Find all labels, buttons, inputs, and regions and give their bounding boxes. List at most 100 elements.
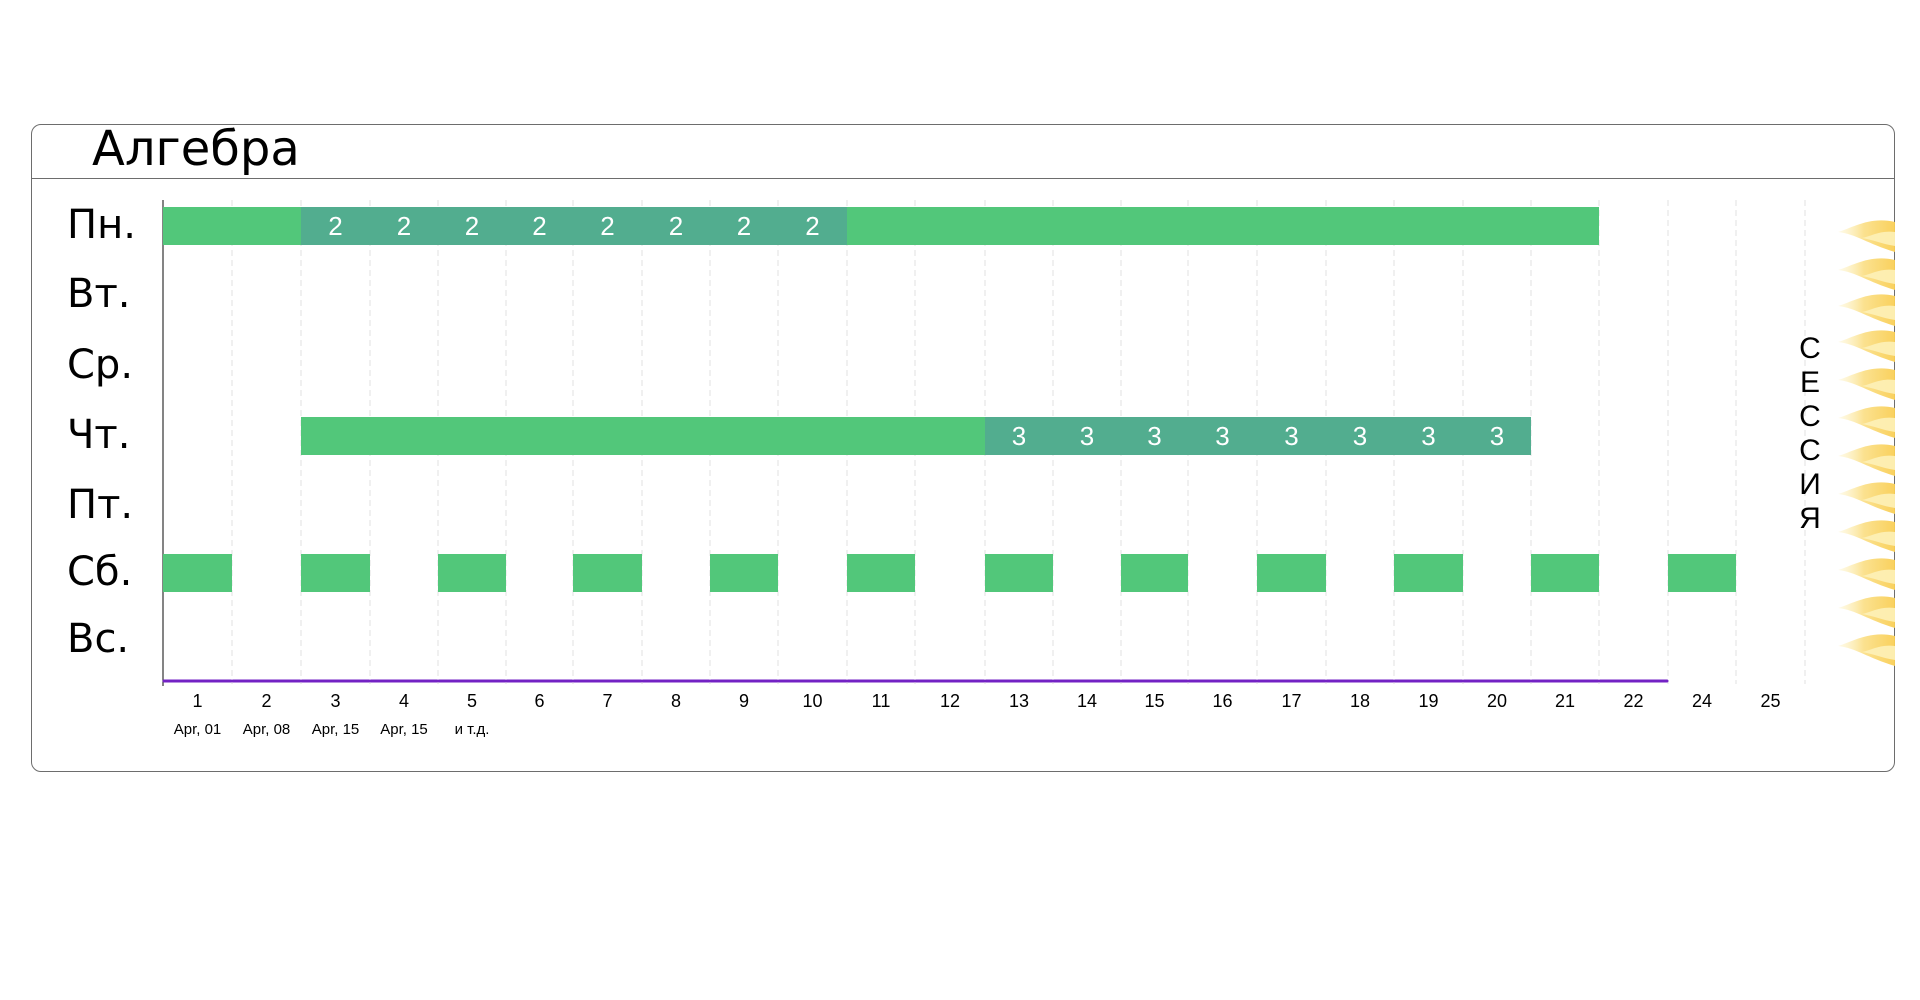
task-bar xyxy=(985,554,1053,592)
day-label: Вт. xyxy=(67,271,130,317)
task-bar xyxy=(847,554,915,592)
task-bar xyxy=(847,417,915,455)
flame-shape xyxy=(1838,220,1895,252)
day-label: Пн. xyxy=(67,202,136,248)
session-letter: Я xyxy=(1799,502,1821,535)
task-bar xyxy=(573,417,642,455)
task-bar xyxy=(985,417,1053,455)
flame-shape xyxy=(1838,634,1895,666)
task-bar xyxy=(1121,207,1188,245)
flame-inner-shape xyxy=(1862,493,1895,508)
week-tick-label: 13 xyxy=(1009,691,1029,711)
week-tick-label: 12 xyxy=(940,691,960,711)
task-bar xyxy=(915,207,985,245)
session-letter: С xyxy=(1799,400,1821,433)
day-label: Чт. xyxy=(67,412,130,458)
task-bar xyxy=(642,417,710,455)
task-bar xyxy=(163,207,232,245)
week-tick-label: 2 xyxy=(261,691,271,711)
week-tick-label: 15 xyxy=(1144,691,1164,711)
flame-shape xyxy=(1838,520,1895,552)
task-label: 3 xyxy=(1080,421,1094,451)
task-bar xyxy=(710,554,778,592)
task-bar xyxy=(301,417,370,455)
task-bar xyxy=(1326,207,1394,245)
task-bar xyxy=(1053,207,1121,245)
week-tick-label: 20 xyxy=(1487,691,1507,711)
task-bar xyxy=(573,207,642,245)
task-label: 2 xyxy=(397,211,411,241)
task-bar xyxy=(1053,417,1121,455)
task-label: 3 xyxy=(1215,421,1229,451)
task-bar xyxy=(301,554,370,592)
flame-inner-shape xyxy=(1862,305,1895,320)
week-tick-label: 17 xyxy=(1281,691,1301,711)
flame-inner-shape xyxy=(1862,341,1895,356)
flame-shape xyxy=(1838,330,1895,362)
week-tick-label: 9 xyxy=(739,691,749,711)
week-tick-label: 14 xyxy=(1077,691,1097,711)
task-bar xyxy=(1463,207,1531,245)
day-label: Пт. xyxy=(67,482,133,528)
task-bar xyxy=(506,417,573,455)
session-letter: С xyxy=(1799,332,1821,365)
task-bar xyxy=(1668,554,1736,592)
task-bar xyxy=(642,207,710,245)
week-tick-label: 25 xyxy=(1760,691,1780,711)
task-bar xyxy=(710,417,778,455)
week-tick-label: 1 xyxy=(192,691,202,711)
date-label: и т.д. xyxy=(455,721,490,738)
task-bar xyxy=(915,417,985,455)
chart-title: Алгебра xyxy=(92,121,300,177)
week-tick-label: 11 xyxy=(872,691,891,711)
week-tick-label: 4 xyxy=(399,691,409,711)
task-bar xyxy=(1121,554,1188,592)
task-label: 3 xyxy=(1284,421,1298,451)
flame-shape xyxy=(1838,596,1895,628)
session-letter: С xyxy=(1799,434,1821,467)
session-letter: Е xyxy=(1799,366,1820,399)
task-bar xyxy=(1394,554,1463,592)
week-tick-label: 10 xyxy=(802,691,822,711)
flame-inner-shape xyxy=(1862,231,1895,246)
task-bar xyxy=(1188,207,1257,245)
task-bar xyxy=(1257,554,1326,592)
week-tick-label: 24 xyxy=(1692,691,1712,711)
task-bar xyxy=(1394,207,1463,245)
day-label: Сб. xyxy=(67,549,132,595)
task-bar xyxy=(1463,417,1531,455)
task-label: 3 xyxy=(1353,421,1367,451)
task-bar xyxy=(301,207,370,245)
task-bar xyxy=(1531,554,1599,592)
flame-shape xyxy=(1838,258,1895,290)
task-bar xyxy=(1326,417,1394,455)
flame-inner-shape xyxy=(1862,569,1895,584)
task-bar xyxy=(1531,207,1599,245)
task-bar xyxy=(778,207,847,245)
flame-inner-shape xyxy=(1862,417,1895,432)
task-bar xyxy=(1257,417,1326,455)
flame-shape xyxy=(1838,444,1895,476)
task-label: 2 xyxy=(328,211,342,241)
task-label: 2 xyxy=(532,211,546,241)
flame-shape xyxy=(1838,406,1895,438)
task-label: 2 xyxy=(737,211,751,241)
task-label: 3 xyxy=(1490,421,1504,451)
day-label: Ср. xyxy=(67,342,133,388)
week-tick-label: 22 xyxy=(1623,691,1643,711)
task-bar xyxy=(370,417,438,455)
flame-inner-shape xyxy=(1862,455,1895,470)
task-bar xyxy=(506,207,573,245)
task-bar xyxy=(1257,207,1326,245)
session-letter: И xyxy=(1799,468,1821,501)
flame-inner-shape xyxy=(1862,645,1895,660)
task-bar xyxy=(1188,417,1257,455)
task-bar xyxy=(438,207,506,245)
flame-inner-shape xyxy=(1862,531,1895,546)
week-tick-label: 21 xyxy=(1555,691,1575,711)
task-label: 2 xyxy=(805,211,819,241)
task-bar xyxy=(232,207,301,245)
task-label: 2 xyxy=(669,211,683,241)
